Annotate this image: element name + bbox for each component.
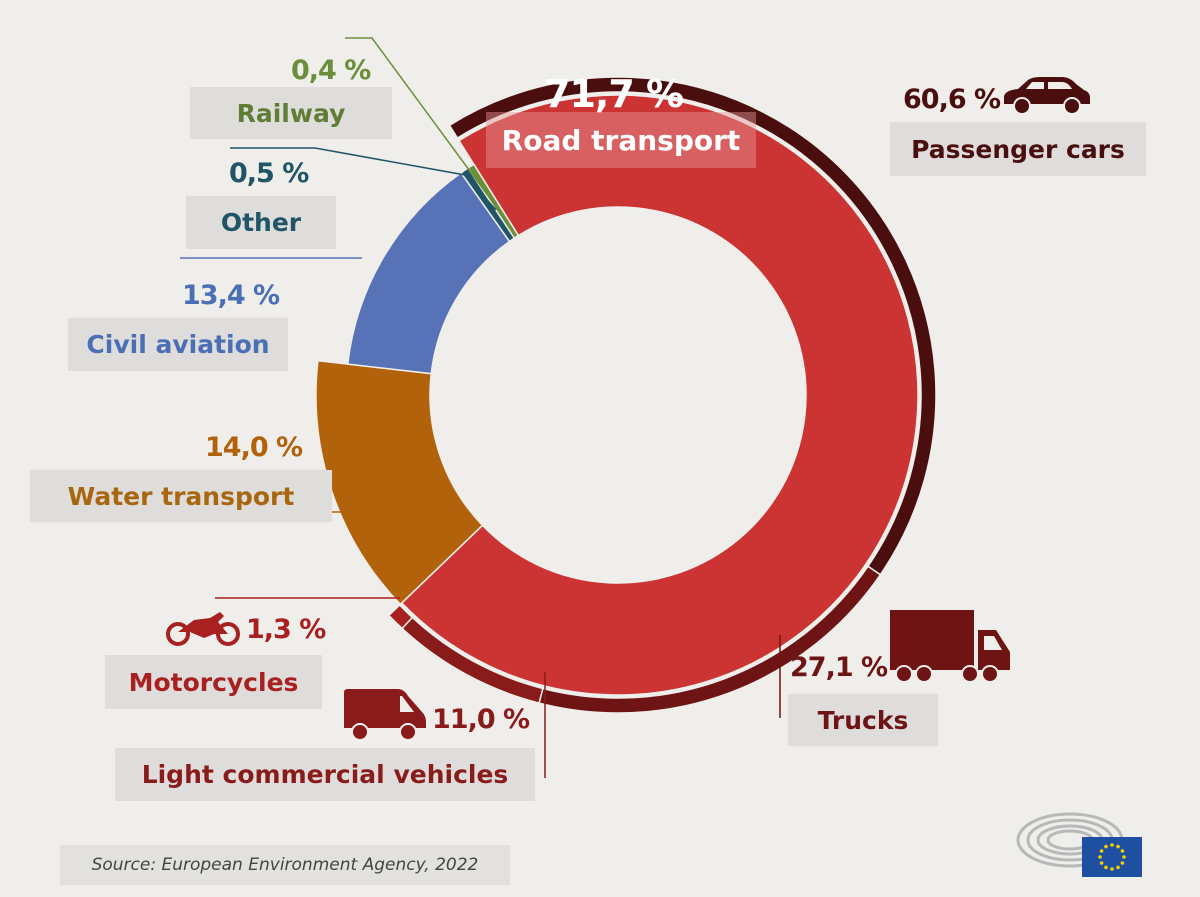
passenger-cars-label: Passenger cars <box>890 122 1146 176</box>
road-transport-value: 71,7 % <box>544 72 684 116</box>
other-value: 0,5 % <box>229 158 309 189</box>
trucks-value: 27,1 % <box>790 652 888 683</box>
lcv-value: 11,0 % <box>432 704 530 735</box>
source-note: Source: European Environment Agency, 202… <box>60 845 510 885</box>
truck-icon <box>890 610 1010 683</box>
civil-aviation-value: 13,4 % <box>182 280 280 311</box>
eu-star <box>1116 865 1120 870</box>
segment-water-transport <box>315 359 484 606</box>
segment-road-transport <box>400 94 919 696</box>
water-transport-label: Water transport <box>30 470 332 522</box>
railway-label: Railway <box>190 87 392 139</box>
eu-star <box>1120 861 1125 865</box>
eu-star <box>1099 861 1104 865</box>
eu-star <box>1110 843 1114 847</box>
car-icon <box>1004 77 1090 115</box>
eu-star <box>1104 844 1108 849</box>
eu-star <box>1122 855 1126 859</box>
motorcycles-value: 1,3 % <box>246 614 326 645</box>
lcv-label: Light commercial vehicles <box>115 748 535 801</box>
motorcycles-label: Motorcycles <box>105 655 322 709</box>
eu-star <box>1099 849 1104 853</box>
water-transport-value: 14,0 % <box>205 432 303 463</box>
eu-star <box>1110 867 1114 871</box>
eu-star <box>1120 849 1125 853</box>
leader-lines <box>180 37 781 778</box>
road-transport-label: Road transport <box>486 112 756 168</box>
leader-railway <box>345 37 501 213</box>
motorcycle-icon <box>166 612 240 646</box>
van-icon <box>344 689 426 741</box>
trucks-label: Trucks <box>788 694 938 746</box>
eu-star <box>1104 865 1108 870</box>
segment-railway <box>467 163 520 240</box>
eu-star <box>1116 844 1120 849</box>
leader-other <box>230 147 497 211</box>
civil-aviation-label: Civil aviation <box>68 318 288 371</box>
european-parliament-logo <box>1016 812 1142 877</box>
subring-motorcycles <box>387 603 414 630</box>
passenger-cars-value: 60,6 % <box>903 84 1001 115</box>
eu-star <box>1098 855 1102 859</box>
other-label: Other <box>186 196 336 249</box>
railway-value: 0,4 % <box>291 55 371 86</box>
